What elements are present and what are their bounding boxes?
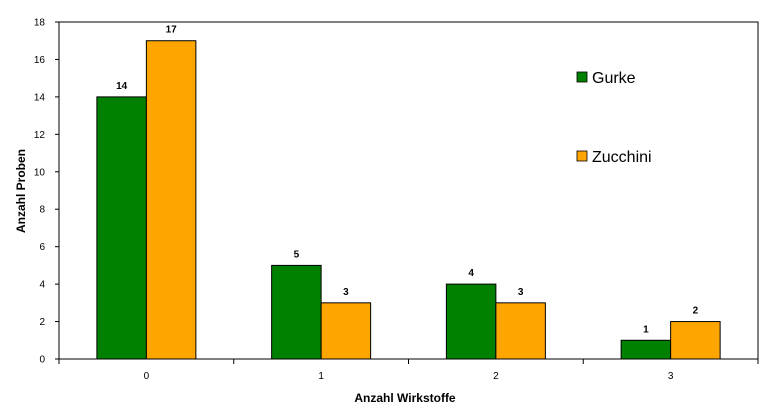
y-tick-label: 12 bbox=[34, 130, 46, 141]
x-tick-label: 2 bbox=[493, 371, 499, 382]
bar-gurke-1 bbox=[271, 264, 322, 360]
y-tick-label: 0 bbox=[39, 355, 45, 366]
bar-zucchini-0 bbox=[145, 40, 197, 360]
x-axis-title: Anzahl Wirkstoffe bbox=[354, 391, 456, 405]
legend-swatch-zucchini bbox=[576, 150, 588, 162]
bars bbox=[96, 40, 721, 360]
y-tick-label: 18 bbox=[34, 18, 46, 29]
y-tick-label: 8 bbox=[39, 205, 45, 216]
legend-label-zucchini: Zucchini bbox=[592, 149, 652, 166]
bar-gurke-0 bbox=[96, 96, 147, 360]
legend: Gurke Zucchini bbox=[576, 70, 652, 166]
y-tick-label: 14 bbox=[34, 92, 46, 103]
bar-gurke-3 bbox=[620, 339, 672, 360]
data-label-zucchini-2: 3 bbox=[518, 287, 524, 298]
x-tick-label: 0 bbox=[144, 371, 150, 382]
y-tick-label: 16 bbox=[34, 55, 46, 66]
data-label-zucchini-0: 17 bbox=[166, 25, 178, 36]
bar-gurke-2 bbox=[445, 283, 497, 360]
data-label-zucchini-3: 2 bbox=[693, 306, 699, 317]
x-tick-label: 3 bbox=[668, 371, 674, 382]
y-tick-label: 10 bbox=[34, 167, 46, 178]
y-tick-label: 6 bbox=[39, 242, 45, 253]
bar-zucchini-2 bbox=[495, 302, 546, 360]
y-axis-ticks: 0 2 4 6 8 10 12 14 16 18 bbox=[34, 18, 59, 366]
legend-swatch-gurke bbox=[576, 71, 588, 83]
data-label-gurke-3: 1 bbox=[643, 324, 649, 335]
data-label-gurke-2: 4 bbox=[468, 268, 474, 279]
data-label-gurke-0: 14 bbox=[116, 81, 128, 92]
data-label-zucchini-1: 3 bbox=[343, 287, 349, 298]
y-tick-label: 4 bbox=[39, 280, 45, 291]
bar-zucchini-3 bbox=[670, 321, 721, 360]
x-tick-label: 1 bbox=[318, 371, 324, 382]
data-label-gurke-1: 5 bbox=[294, 249, 300, 260]
y-tick-label: 2 bbox=[39, 317, 45, 328]
y-axis-title: Anzahl Proben bbox=[14, 149, 28, 233]
x-axis-ticks: 0 1 2 3 bbox=[58, 359, 759, 382]
legend-label-gurke: Gurke bbox=[592, 70, 636, 87]
bar-zucchini-1 bbox=[320, 302, 372, 360]
